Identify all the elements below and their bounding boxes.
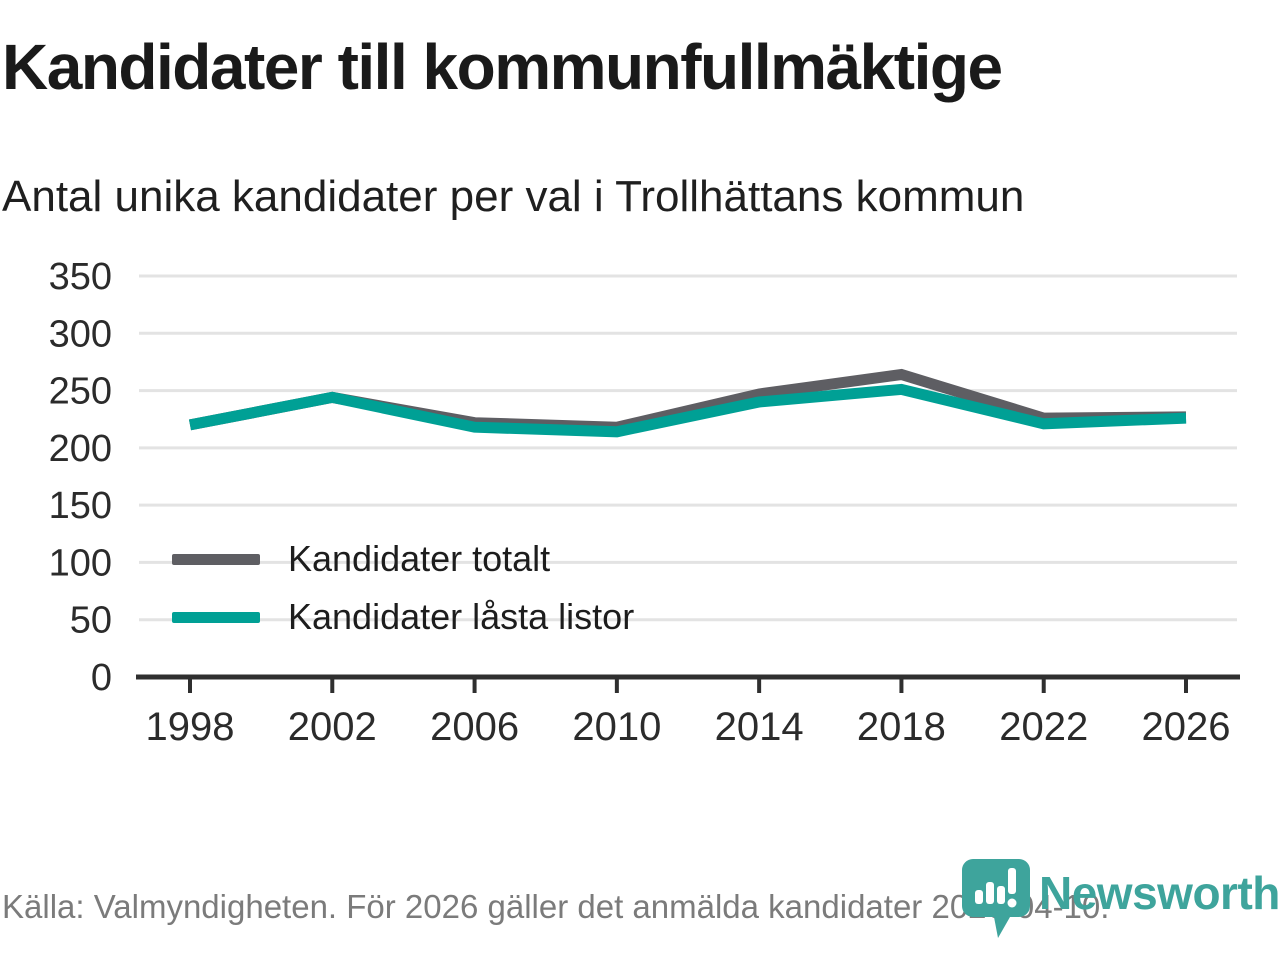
y-axis-tick-label: 50 [70,600,112,642]
x-axis-tick-label: 1998 [146,705,235,749]
newsworthy-logo: Newsworthy [961,858,1280,940]
newsworthy-wordmark: Newsworthy [1039,867,1280,919]
legend-item: Kandidater låsta listor [172,588,634,646]
newsworthy-pin-icon [962,859,1030,938]
legend-swatch [172,611,260,623]
x-axis-tick-label: 2014 [715,705,804,749]
y-axis-tick-label: 150 [49,485,112,527]
x-axis-tick-label: 2010 [572,705,661,749]
y-axis-tick-label: 350 [49,256,112,298]
legend-swatch [172,553,260,565]
legend-label: Kandidater totalt [288,538,551,579]
y-axis-tick-label: 0 [91,657,112,699]
chart-subtitle: Antal unika kandidater per val i Trollhä… [2,172,1025,221]
y-axis-tick-label: 100 [49,542,112,584]
series-line-kandidater-l-sta-listor [188,383,1187,438]
y-axis-tick-label: 200 [49,428,112,470]
legend-item: Kandidater totalt [172,530,634,588]
x-axis-tick-label: 2002 [288,705,377,749]
legend-label: Kandidater låsta listor [288,596,635,637]
chart-canvas: 0 50 100 150 200 250 300 350 1998 2002 2006 2010 201… [49,256,1240,749]
x-axis-tick-label: 2022 [999,705,1088,749]
bar-chart-glyph [975,868,1017,908]
source-note: Källa: Valmyndigheten. För 2026 gäller d… [2,888,1110,925]
x-axis-tick-label: 2026 [1142,705,1231,749]
y-axis-tick-label: 300 [49,313,112,355]
x-axis-tick-label: 2006 [430,705,519,749]
x-axis-tick-label: 2018 [857,705,946,749]
chart-legend: Kandidater totalt Kandidater låsta listor [172,530,634,646]
y-axis-tick-label: 250 [49,371,112,413]
chart-title: Kandidater till kommunfullmäktige [2,31,1003,103]
line-chart: 0 50 100 150 200 250 300 350 1998 2002 2006 2010 201… [0,250,1280,760]
